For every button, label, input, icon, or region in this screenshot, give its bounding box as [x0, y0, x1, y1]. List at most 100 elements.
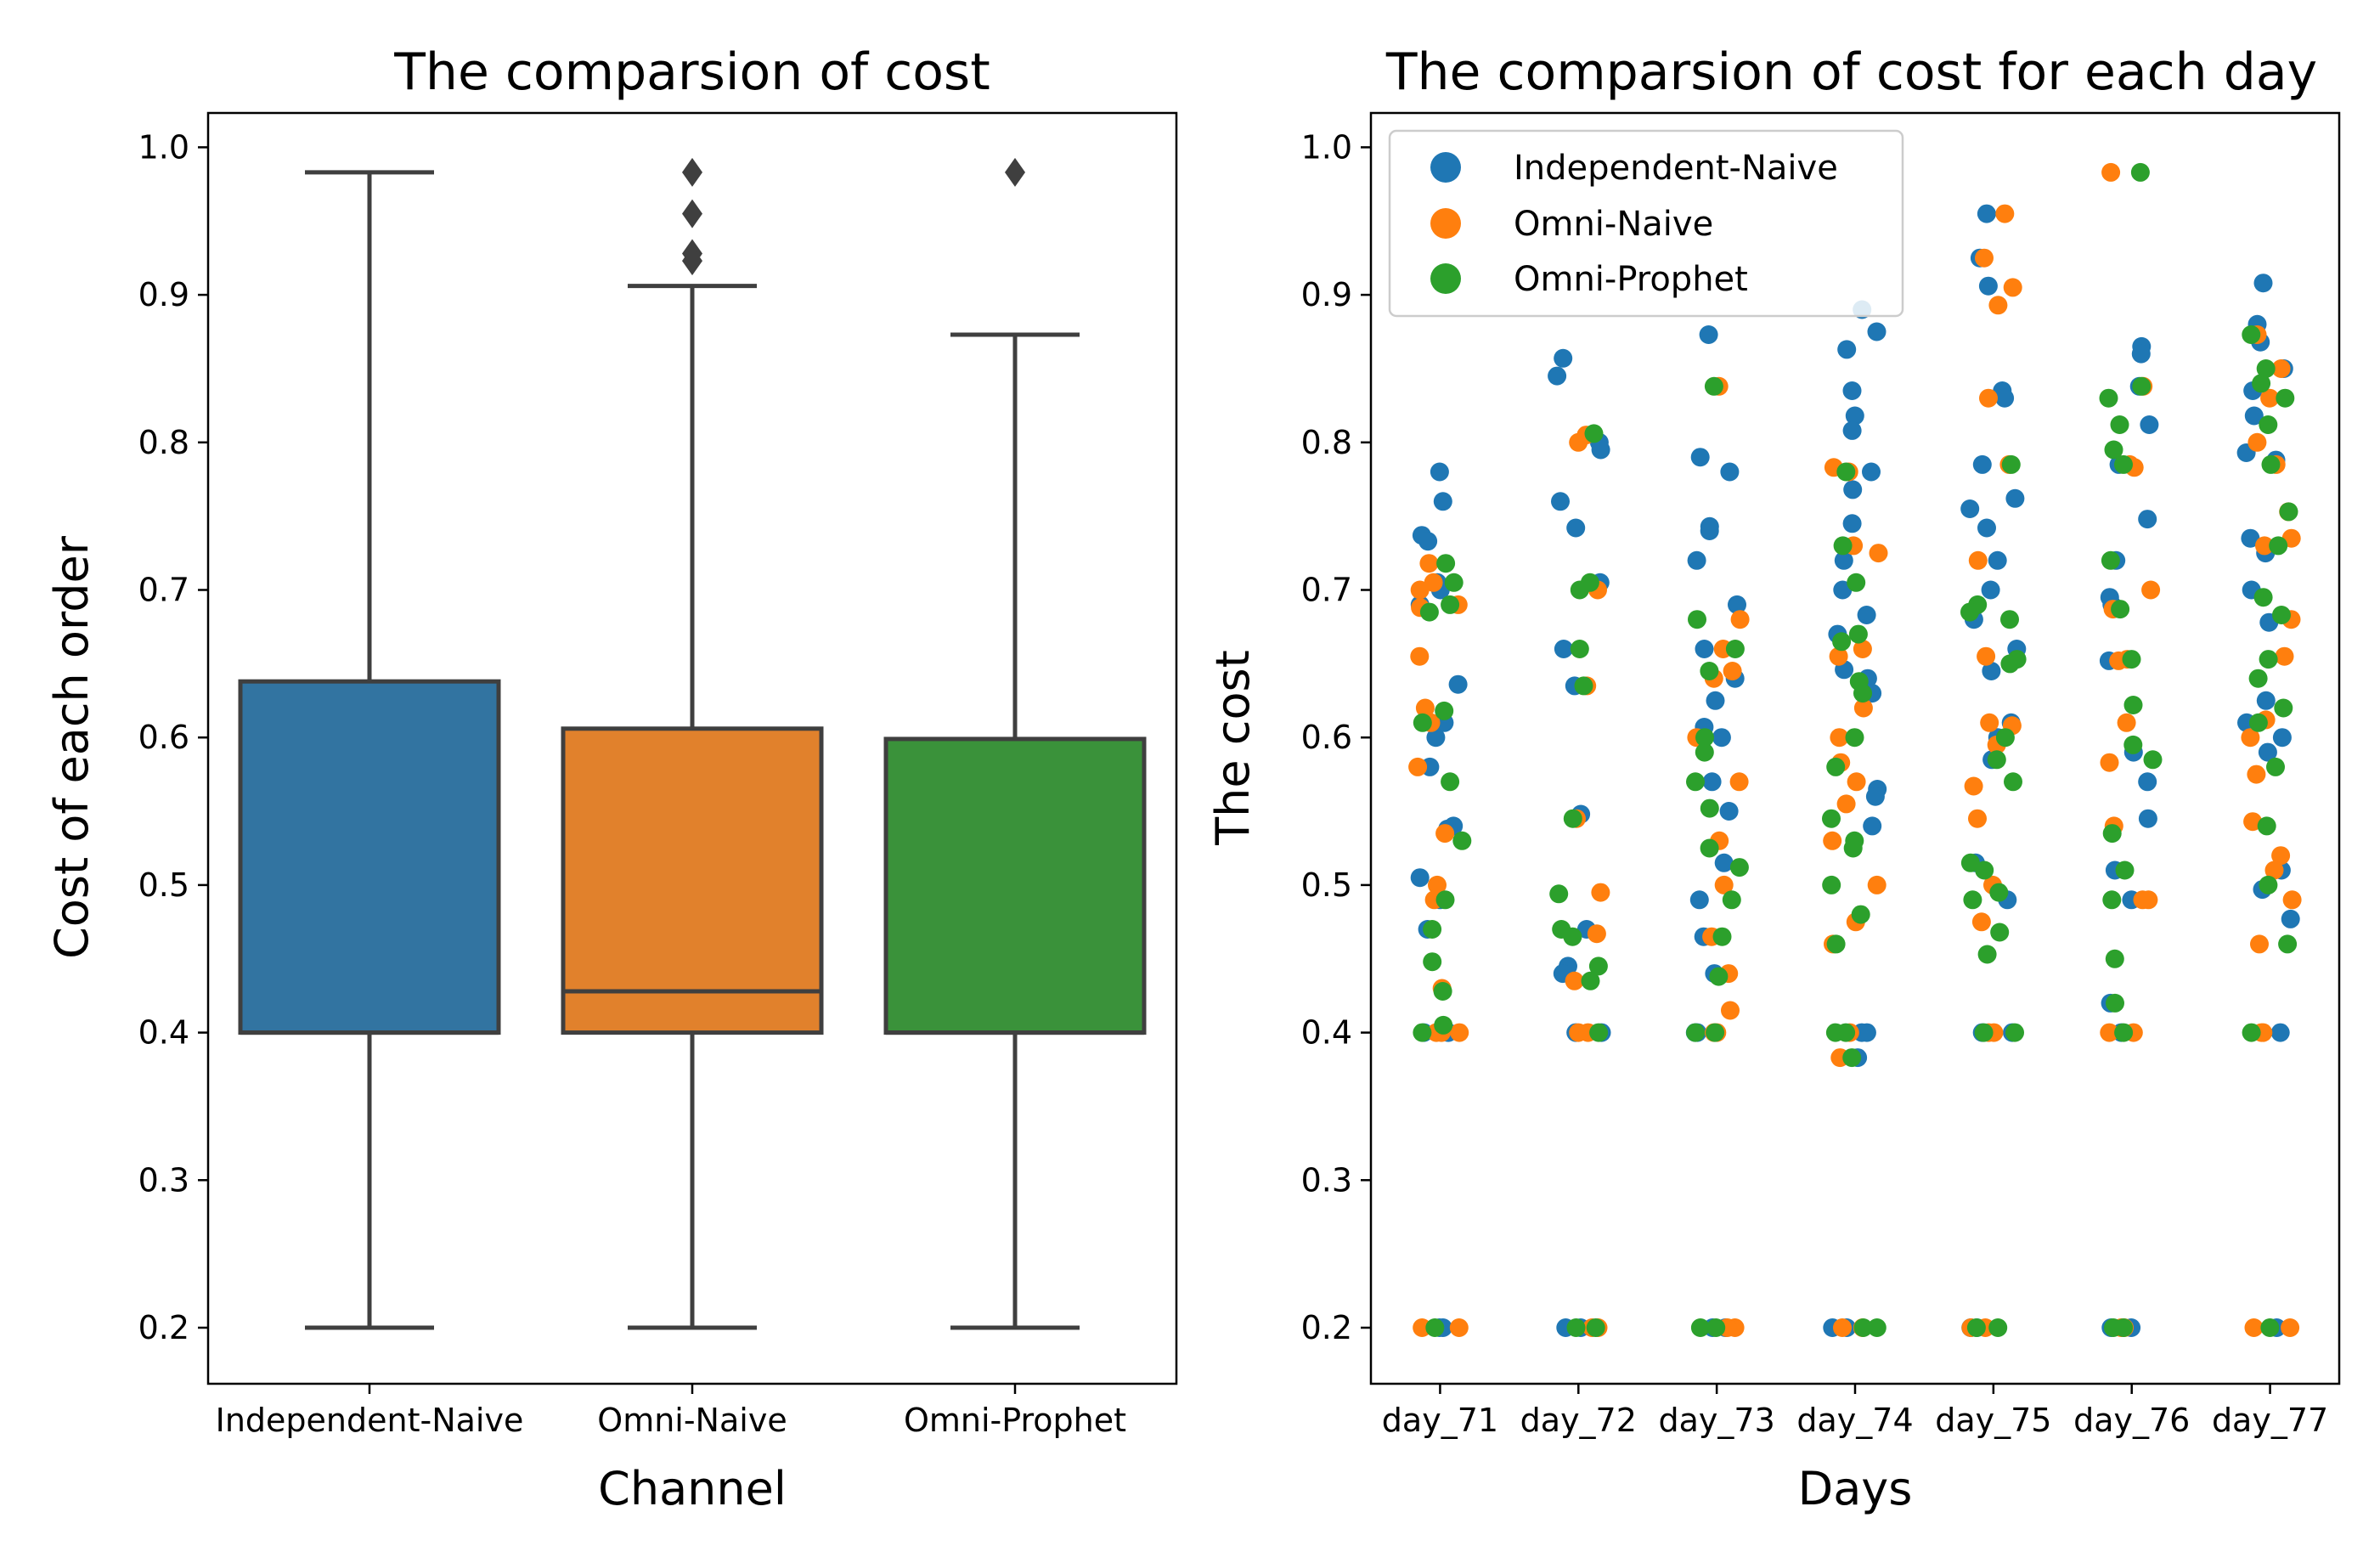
- boxplot-x-tick-label: Omni-Naive: [597, 1402, 787, 1439]
- boxplot-y-tick-label: 0.5: [138, 866, 189, 904]
- series-omni-prophet: [1413, 162, 2298, 1337]
- data-point: [1723, 662, 1742, 680]
- boxplot-y-tick-label: 0.7: [138, 572, 189, 609]
- data-point: [2138, 772, 2157, 792]
- data-point: [1428, 875, 1447, 894]
- data-point: [1960, 853, 1980, 872]
- box-body: [561, 726, 824, 1035]
- stripplot-x-tick-label: day_71: [1382, 1402, 1498, 1439]
- data-point: [1408, 757, 1428, 776]
- data-point: [1847, 772, 1866, 792]
- data-point: [1836, 1023, 1856, 1042]
- data-point: [2253, 588, 2273, 607]
- data-point: [1430, 462, 1449, 482]
- stripplot-x-tick-label: day_72: [1520, 1402, 1637, 1439]
- data-point: [1845, 406, 1864, 426]
- data-point: [2266, 757, 2285, 776]
- data-point: [1862, 462, 1881, 482]
- data-point: [2247, 765, 2266, 784]
- data-point: [2256, 359, 2276, 378]
- data-point: [1960, 499, 1980, 518]
- data-point: [1968, 809, 1987, 828]
- data-point: [1706, 691, 1725, 710]
- data-point: [1714, 853, 1734, 872]
- data-point: [1822, 875, 1841, 894]
- data-point: [1867, 322, 1887, 341]
- boxplot-y-tick-label: 0.8: [138, 424, 189, 461]
- data-point: [1853, 698, 1873, 718]
- box-outlier: [682, 157, 702, 187]
- data-point: [1972, 454, 1992, 474]
- data-point: [1990, 923, 2010, 942]
- data-point: [1413, 1318, 1432, 1337]
- data-point: [2100, 753, 2119, 772]
- data-point: [1853, 640, 1872, 658]
- data-point: [1829, 646, 1848, 666]
- data-point: [1987, 750, 2006, 770]
- box-independent-naive: [238, 170, 501, 1330]
- stripplot-y-tick-label: 0.5: [1301, 866, 1352, 904]
- data-point: [1842, 420, 1862, 440]
- data-point: [2248, 669, 2268, 688]
- data-point: [1426, 728, 1446, 748]
- data-point: [1714, 875, 1734, 894]
- data-point: [1988, 1318, 2008, 1337]
- data-point: [1822, 809, 1841, 828]
- data-point: [2141, 580, 2161, 600]
- data-point: [1968, 550, 1988, 570]
- boxplot-x-ticks: Independent-Naive Omni-Naive Omni-Prophet: [216, 1384, 1126, 1439]
- data-point: [1977, 518, 1996, 538]
- stripplot-y-tick-label: 1.0: [1301, 128, 1352, 166]
- data-point: [2114, 1318, 2134, 1337]
- data-point: [2106, 993, 2124, 1013]
- data-point: [1843, 838, 1863, 858]
- data-point: [1729, 858, 1749, 877]
- data-point: [1565, 971, 1584, 990]
- data-point: [2252, 374, 2271, 393]
- data-point: [1433, 982, 1452, 1001]
- data-point: [1410, 646, 1430, 666]
- data-point: [2143, 750, 2163, 770]
- data-point: [1712, 927, 1732, 946]
- stripplot-y-tick-label: 0.6: [1301, 719, 1352, 756]
- stripplot-plot-area: [1408, 162, 2302, 1337]
- data-point: [2000, 654, 2020, 674]
- data-point: [1857, 606, 1876, 624]
- data-point: [1836, 462, 1856, 482]
- data-point: [2138, 809, 2157, 828]
- data-point: [1974, 1023, 1994, 1042]
- data-point: [2130, 162, 2150, 182]
- data-point: [1418, 532, 1438, 551]
- legend-box: [1388, 129, 1904, 318]
- data-point: [2271, 359, 2291, 378]
- data-point: [1975, 860, 1994, 880]
- data-point: [1843, 480, 1863, 499]
- data-point: [1554, 640, 1573, 658]
- data-point: [1836, 794, 1856, 814]
- data-point: [1702, 772, 1722, 792]
- data-point: [1435, 701, 1454, 720]
- data-point: [1574, 676, 1593, 696]
- data-point: [1995, 204, 2015, 223]
- data-point: [2272, 606, 2291, 624]
- stripplot-legend: Independent-Naive Omni-Naive Omni-Prophe…: [1388, 129, 1904, 318]
- data-point: [2101, 162, 2121, 182]
- data-point: [2101, 550, 2120, 570]
- data-point: [2003, 278, 2022, 297]
- data-point: [2276, 388, 2295, 408]
- boxplot-y-tick-label: 0.9: [138, 276, 189, 313]
- data-point: [2117, 713, 2136, 732]
- data-point: [2241, 528, 2260, 548]
- data-point: [1833, 536, 1853, 556]
- stripplot-y-tick-label: 0.4: [1301, 1014, 1352, 1052]
- data-point: [2114, 1023, 2134, 1042]
- data-point: [1977, 945, 1997, 964]
- data-point: [1695, 640, 1714, 658]
- data-point: [2281, 1318, 2300, 1337]
- data-point: [1720, 462, 1740, 482]
- stripplot-panel: The comparsion of cost for each day 0.20…: [1206, 42, 2341, 1515]
- box-body: [883, 736, 1147, 1035]
- data-point: [1688, 610, 1706, 629]
- data-point: [2102, 890, 2122, 910]
- data-point: [1712, 728, 1731, 748]
